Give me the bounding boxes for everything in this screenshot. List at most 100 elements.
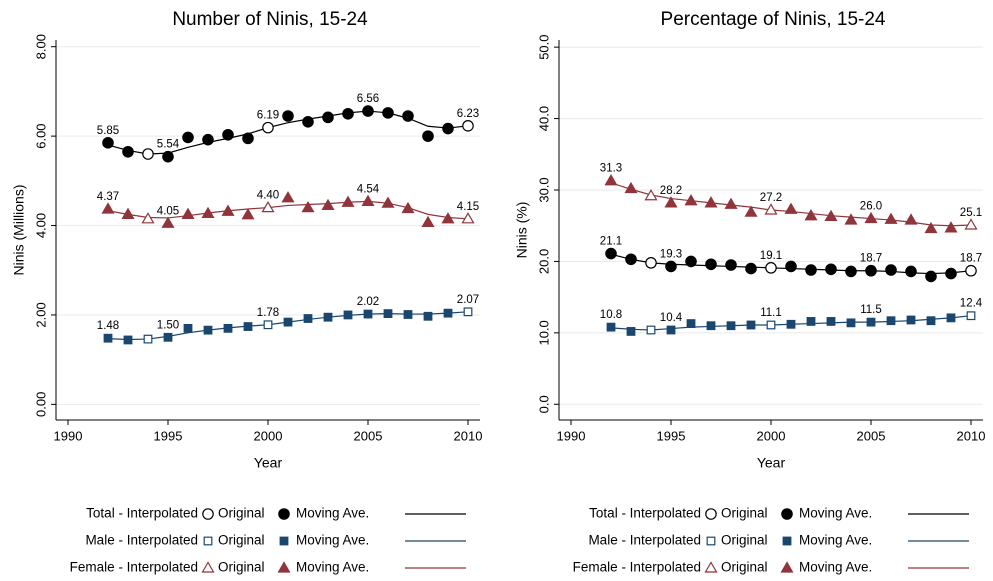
legend-label: Moving Ave. (296, 560, 369, 575)
legend-label: Total - Interpolated (589, 506, 701, 521)
data-point (362, 105, 374, 117)
value-label: 6.56 (357, 93, 379, 105)
data-point (904, 213, 918, 225)
value-label: 26.0 (860, 201, 882, 213)
data-point (363, 309, 373, 319)
data-point (626, 327, 636, 336)
data-point (604, 174, 618, 186)
x-tick-label: 2010 (957, 428, 986, 443)
data-point (625, 253, 637, 266)
data-point (726, 321, 736, 331)
y-axis-title: Ninis (Millions) (11, 184, 27, 275)
chart-title: Percentage of Ninis, 15-24 (661, 9, 886, 30)
data-point (826, 317, 836, 326)
y-axis-title: Ninis (%) (514, 202, 530, 259)
data-point (243, 322, 253, 331)
data-point (361, 194, 375, 206)
data-point (785, 260, 797, 273)
data-point (765, 262, 777, 274)
data-point (825, 263, 837, 276)
data-point (646, 325, 656, 335)
x-tick-label: 2000 (254, 428, 283, 443)
data-point (746, 320, 756, 330)
data-point (263, 320, 273, 330)
y-tick-label: 2.00 (33, 302, 48, 327)
value-label: 4.37 (97, 191, 119, 203)
legend-key (279, 536, 289, 546)
data-point (924, 221, 938, 234)
data-point (122, 145, 134, 158)
data-point (704, 196, 718, 208)
value-label: 1.48 (97, 320, 119, 332)
data-point (804, 209, 818, 221)
data-point (844, 213, 858, 225)
legend-key (278, 508, 290, 520)
data-point (724, 197, 738, 209)
value-label: 6.19 (257, 110, 279, 122)
y-tick-label: 4.00 (33, 213, 48, 238)
x-tick-label: 1990 (54, 428, 83, 443)
x-axis-title: Year (757, 455, 786, 471)
value-label: 6.23 (457, 108, 479, 120)
data-point (866, 317, 876, 327)
data-point (905, 265, 917, 278)
y-tick-label: 8.00 (33, 34, 48, 59)
data-point (322, 111, 334, 124)
data-point (966, 311, 976, 321)
legend-key (202, 508, 214, 520)
value-label: 5.54 (157, 139, 180, 151)
legend-key (782, 536, 792, 546)
y-tick-label: 30.0 (536, 177, 551, 202)
data-point (645, 257, 657, 269)
data-point (262, 121, 274, 134)
data-point (323, 312, 333, 322)
value-label: 27.2 (760, 192, 782, 204)
value-label: 31.3 (600, 163, 622, 175)
data-point (806, 317, 816, 326)
legend-label: Total - Interpolated (86, 506, 198, 521)
legend-label: Moving Ave. (799, 506, 872, 521)
legend-label: Moving Ave. (799, 533, 872, 548)
data-point (101, 202, 115, 214)
data-point (143, 334, 153, 344)
legend-label: Original (218, 560, 265, 575)
data-point (705, 258, 717, 271)
data-point (282, 110, 294, 122)
data-point (303, 314, 313, 323)
data-point (462, 120, 474, 132)
data-point (886, 316, 896, 326)
value-label: 21.1 (600, 236, 622, 248)
y-tick-label: 20.0 (536, 249, 551, 274)
data-point (964, 218, 978, 230)
value-label: 11.1 (760, 307, 782, 319)
value-label: 18.7 (960, 253, 982, 265)
value-label: 11.5 (860, 304, 882, 316)
data-point (784, 202, 798, 214)
value-label: 5.85 (97, 125, 119, 137)
data-point (422, 130, 434, 142)
value-label: 12.4 (960, 298, 983, 310)
data-point (443, 308, 453, 318)
data-point (382, 107, 394, 119)
data-point (163, 332, 173, 342)
data-point (824, 209, 838, 222)
x-tick-label: 1995 (657, 428, 686, 443)
data-point (221, 204, 235, 216)
data-point (442, 122, 454, 135)
data-point (401, 201, 415, 214)
value-label: 18.7 (860, 253, 882, 265)
y-tick-label: 6.00 (33, 123, 48, 148)
data-point (222, 128, 234, 141)
data-point (845, 265, 857, 278)
data-point (281, 191, 295, 203)
data-point (302, 116, 314, 128)
data-point (161, 216, 175, 228)
data-point (142, 148, 154, 160)
legend-label: Male - Interpolated (588, 533, 701, 548)
data-point (946, 313, 956, 323)
data-point (342, 107, 354, 120)
data-point (926, 316, 936, 326)
data-point (123, 335, 133, 345)
legend-key (203, 536, 213, 546)
data-point (141, 212, 155, 224)
